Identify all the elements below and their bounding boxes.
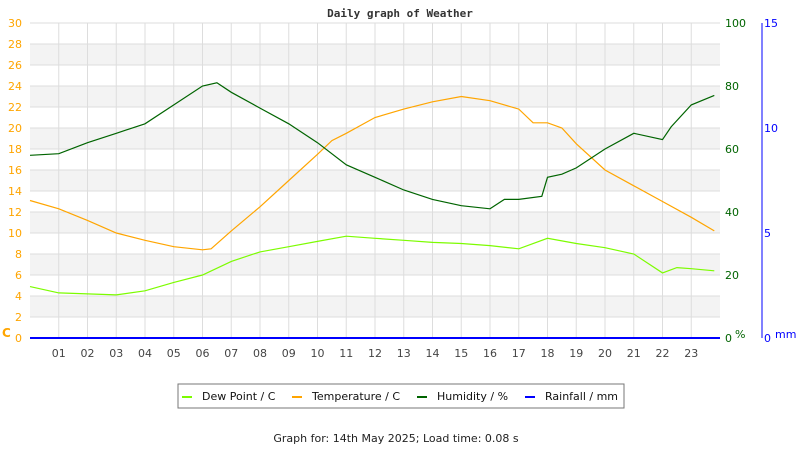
- humidity-tick-label: 0: [725, 332, 732, 345]
- y-tick-label: 8: [15, 248, 22, 261]
- y-tick-label: 26: [8, 59, 22, 72]
- footer-text: Graph for: 14th May 2025; Load time: 0.0…: [273, 432, 519, 445]
- y-tick-label: 10: [8, 227, 22, 240]
- x-tick-label: 16: [483, 347, 497, 360]
- rain-tick-label: 15: [764, 17, 778, 30]
- rain-axis-unit: mm: [775, 328, 796, 341]
- left-axis-unit: C: [2, 326, 11, 340]
- x-tick-label: 13: [397, 347, 411, 360]
- x-tick-label: 17: [512, 347, 526, 360]
- legend-label: Rainfall / mm: [545, 390, 618, 403]
- x-tick-label: 15: [454, 347, 468, 360]
- legend: Dew Point / C Temperature / C Humidity / %…: [177, 383, 625, 409]
- y-tick-label: 16: [8, 164, 22, 177]
- legend-label: Humidity / %: [437, 390, 508, 403]
- x-tick-label: 23: [684, 347, 698, 360]
- y-tick-label: 12: [8, 206, 22, 219]
- x-tick-label: 01: [52, 347, 66, 360]
- series-line-temperature: [29, 95, 715, 251]
- x-tick-label: 03: [109, 347, 123, 360]
- series-lines: [29, 82, 720, 339]
- humidity-tick-label: 80: [725, 80, 739, 93]
- x-tick-label: 11: [339, 347, 353, 360]
- y-tick-label: 22: [8, 101, 22, 114]
- y-tick-label: 18: [8, 143, 22, 156]
- x-tick-label: 20: [598, 347, 612, 360]
- humidity-tick-label: 20: [725, 269, 739, 282]
- humidity-tick-label: 40: [725, 206, 739, 219]
- x-tick-label: 14: [426, 347, 440, 360]
- humidity-axis-unit: %: [735, 328, 745, 341]
- y-tick-label: 28: [8, 38, 22, 51]
- x-tick-label: 12: [368, 347, 382, 360]
- grid: [30, 22, 720, 339]
- x-tick-label: 04: [138, 347, 152, 360]
- series-line-humidity: [29, 82, 715, 210]
- x-tick-label: 19: [569, 347, 583, 360]
- y-tick-label: 6: [15, 269, 22, 282]
- x-tick-label: 18: [541, 347, 555, 360]
- x-tick-label: 05: [167, 347, 181, 360]
- x-tick-label: 07: [224, 347, 238, 360]
- y-tick-label: 14: [8, 185, 22, 198]
- x-tick-label: 21: [627, 347, 641, 360]
- x-tick-label: 06: [196, 347, 210, 360]
- x-tick-label: 10: [311, 347, 325, 360]
- rain-tick-label: 0: [764, 332, 771, 345]
- chart-title: Daily graph of Weather: [327, 7, 473, 20]
- y-tick-label: 24: [8, 80, 22, 93]
- y-tick-label: 2: [15, 311, 22, 324]
- x-tick-label: 02: [81, 347, 95, 360]
- humidity-tick-label: 100: [725, 17, 746, 30]
- legend-label: Dew Point / C: [202, 390, 276, 403]
- rain-tick-label: 5: [764, 227, 771, 240]
- y-tick-label: 4: [15, 290, 22, 303]
- y-tick-label: 0: [15, 332, 22, 345]
- rain-tick-label: 10: [764, 122, 778, 135]
- legend-label: Temperature / C: [311, 390, 400, 403]
- y-tick-label: 20: [8, 122, 22, 135]
- x-tick-label: 09: [282, 347, 296, 360]
- x-tick-label: 08: [253, 347, 267, 360]
- series-line-dew-point: [29, 235, 715, 296]
- humidity-tick-label: 60: [725, 143, 739, 156]
- y-tick-label: 30: [8, 17, 22, 30]
- x-tick-label: 22: [656, 347, 670, 360]
